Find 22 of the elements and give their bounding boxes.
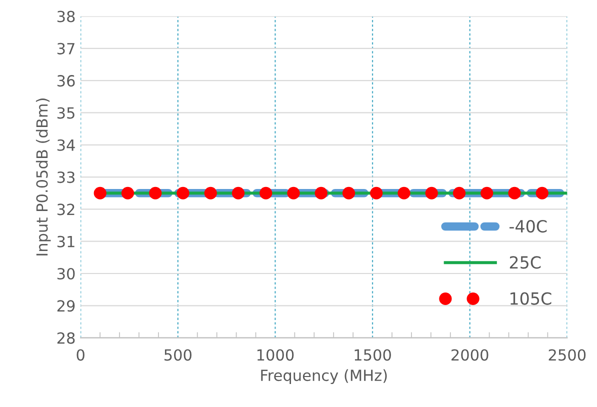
x-axis-title: Frequency (MHz) — [261, 369, 387, 384]
y-tick-label: 31 — [57, 236, 74, 248]
legend-label: -40C — [510, 220, 547, 233]
y-tick-label: 38 — [57, 10, 75, 22]
y-tick-label: 28 — [57, 332, 75, 344]
x-tick-label: 0 — [76, 349, 84, 361]
x-tick-label: 1500 — [354, 349, 391, 361]
y-axis-title: Input P0.05dB (dBm) — [36, 98, 51, 256]
y-tick-label: 35 — [57, 107, 74, 119]
y-tick-label: 29 — [57, 300, 75, 312]
legend-label: 105C — [510, 292, 552, 305]
x-tick-label: 2000 — [452, 349, 488, 361]
legend-label: 25C — [510, 256, 541, 269]
x-tick-label: 2500 — [548, 349, 586, 361]
y-tick-label: 34 — [57, 139, 75, 151]
y-tick-label: 37 — [57, 42, 74, 54]
y-tick-label: 32 — [57, 204, 74, 216]
x-tick-label: 1000 — [257, 349, 294, 361]
y-tick-label: 36 — [57, 75, 75, 87]
x-tick-label: 500 — [164, 349, 192, 361]
y-tick-label: 30 — [57, 268, 75, 280]
y-tick-label: 33 — [57, 172, 75, 184]
